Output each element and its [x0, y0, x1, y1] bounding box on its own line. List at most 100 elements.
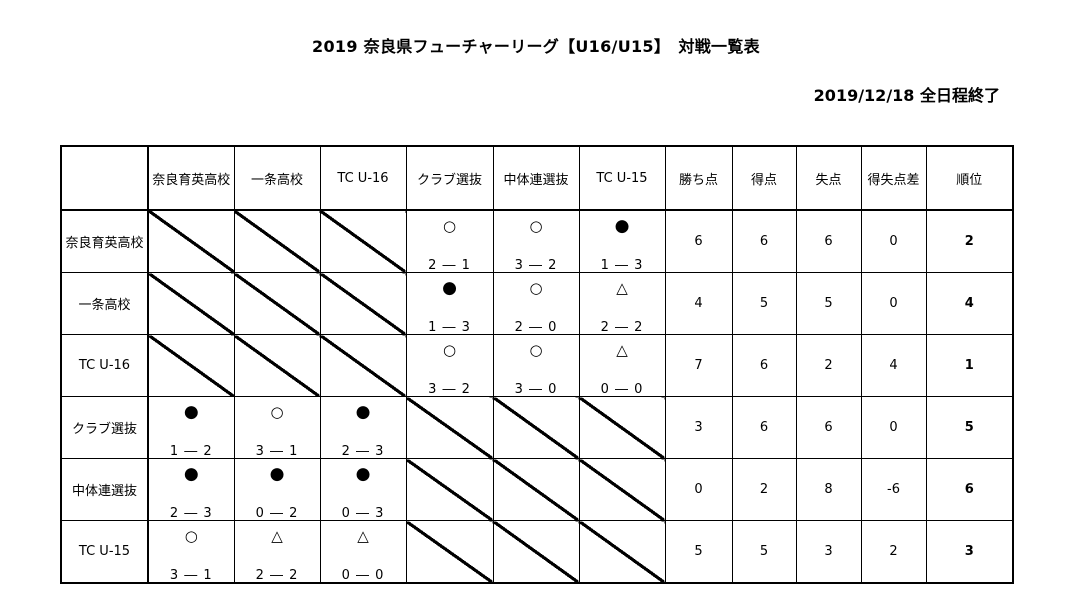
match-score: 0 ― 2: [255, 506, 299, 521]
diagonal-cell: [578, 396, 666, 459]
match-score: 0 ― 0: [341, 568, 385, 583]
rank-cell: 4: [925, 272, 1014, 335]
points-cell: 5: [664, 520, 733, 584]
rank-cell: 6: [925, 458, 1014, 521]
goals-against-cell: 8: [795, 458, 862, 521]
column-header-rank: 順位: [925, 145, 1014, 211]
row-header-team: クラブ選抜: [60, 396, 149, 459]
points-cell: 3: [664, 396, 733, 459]
goals-against-cell: 6: [795, 209, 862, 273]
points-cell: 4: [664, 272, 733, 335]
column-header-team: TC U-16: [319, 145, 407, 211]
match-score: 2 ― 0: [514, 320, 558, 335]
diagonal-cell: [319, 209, 407, 273]
match-result-cell: ○ 3 ― 1: [147, 520, 235, 584]
goals-against-cell: 2: [795, 334, 862, 397]
goal-difference-cell: 0: [860, 272, 927, 335]
win-icon: ○: [529, 279, 543, 297]
column-header-team: クラブ選抜: [405, 145, 494, 211]
loss-icon: ●: [355, 464, 371, 484]
match-score: 3 ― 1: [169, 568, 213, 583]
league-table: 奈良育英高校 一条高校 TC U-16 クラブ選抜 中体連選抜 TC U-15 …: [60, 145, 1014, 584]
win-icon: ○: [270, 403, 284, 421]
goals-for-cell: 6: [731, 209, 797, 273]
match-score: 2 ― 1: [428, 258, 471, 273]
match-score: 0 ― 3: [341, 506, 385, 521]
win-icon: ○: [529, 341, 543, 359]
row-header-team: 中体連選抜: [60, 458, 149, 521]
column-header-team: TC U-15: [578, 145, 666, 211]
match-result-cell: ● 1 ― 3: [405, 272, 494, 335]
match-result-cell: △ 2 ― 2: [578, 272, 666, 335]
match-score: 3 ― 2: [428, 382, 471, 397]
match-result-cell: ○ 3 ― 2: [492, 209, 580, 273]
match-score: 2 ― 2: [255, 568, 299, 583]
diagonal-cell: [492, 520, 580, 584]
points-cell: 0: [664, 458, 733, 521]
goals-for-cell: 6: [731, 334, 797, 397]
row-header-team: TC U-16: [60, 334, 149, 397]
match-score: 2 ― 3: [169, 506, 213, 521]
rank-cell: 3: [925, 520, 1014, 584]
goal-difference-cell: 0: [860, 209, 927, 273]
points-cell: 6: [664, 209, 733, 273]
goals-against-cell: 5: [795, 272, 862, 335]
match-result-cell: ○ 3 ― 2: [405, 334, 494, 397]
diagonal-cell: [405, 458, 494, 521]
draw-icon: △: [616, 341, 628, 359]
completion-status: 2019/12/18 全日程終了: [813, 86, 1000, 105]
match-score: 2 ― 3: [341, 444, 385, 459]
win-icon: ○: [442, 341, 457, 359]
rank-cell: 5: [925, 396, 1014, 459]
row-header-team: 一条高校: [60, 272, 149, 335]
page-title: 2019 奈良県フューチャーリーグ【U16/U15】 対戦一覧表: [312, 37, 760, 56]
match-result-cell: ● 1 ― 3: [578, 209, 666, 273]
column-header-goals-against: 失点: [795, 145, 862, 211]
column-header-team: 奈良育英高校: [147, 145, 235, 211]
diagonal-cell: [319, 272, 407, 335]
match-result-cell: △ 2 ― 2: [233, 520, 321, 584]
goal-difference-cell: 4: [860, 334, 927, 397]
draw-icon: △: [271, 527, 283, 545]
corner-cell: [60, 145, 149, 211]
win-icon: ○: [184, 527, 198, 545]
column-header-goals-for: 得点: [731, 145, 797, 211]
loss-icon: ●: [614, 216, 630, 236]
diagonal-cell: [233, 272, 321, 335]
match-score: 3 ― 0: [514, 382, 558, 397]
diagonal-cell: [233, 209, 321, 273]
loss-icon: ●: [269, 464, 285, 484]
diagonal-cell: [405, 396, 494, 459]
draw-icon: △: [616, 279, 628, 297]
loss-icon: ●: [183, 464, 199, 484]
match-result-cell: △ 0 ― 0: [578, 334, 666, 397]
goals-for-cell: 5: [731, 520, 797, 584]
match-result-cell: ● 0 ― 3: [319, 458, 407, 521]
match-result-cell: ○ 2 ― 0: [492, 272, 580, 335]
diagonal-cell: [492, 396, 580, 459]
match-score: 1 ― 3: [600, 258, 644, 273]
match-score: 0 ― 0: [600, 382, 644, 397]
goal-difference-cell: 0: [860, 396, 927, 459]
goal-difference-cell: -6: [860, 458, 927, 521]
diagonal-cell: [147, 209, 235, 273]
loss-icon: ●: [442, 278, 457, 298]
table-row: 中体連選抜 ● 2 ― 3 ● 0 ― 2 ● 0 ― 3 0 2 8 -6 6: [60, 458, 1014, 521]
match-result-cell: ● 2 ― 3: [319, 396, 407, 459]
header-row: 奈良育英高校 一条高校 TC U-16 クラブ選抜 中体連選抜 TC U-15 …: [60, 145, 1014, 211]
diagonal-cell: [578, 520, 666, 584]
match-result-cell: ○ 3 ― 0: [492, 334, 580, 397]
loss-icon: ●: [355, 402, 371, 422]
goals-for-cell: 6: [731, 396, 797, 459]
rank-cell: 2: [925, 209, 1014, 273]
goals-against-cell: 6: [795, 396, 862, 459]
match-result-cell: △ 0 ― 0: [319, 520, 407, 584]
column-header-team: 一条高校: [233, 145, 321, 211]
match-result-cell: ● 0 ― 2: [233, 458, 321, 521]
column-header-team: 中体連選抜: [492, 145, 580, 211]
draw-icon: △: [357, 527, 369, 545]
goals-against-cell: 3: [795, 520, 862, 584]
